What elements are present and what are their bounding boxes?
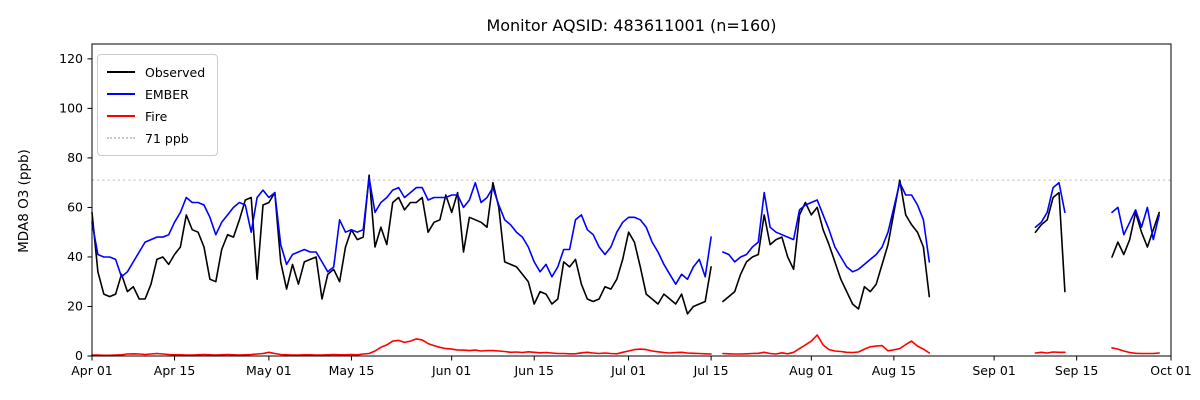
series-line-ember <box>1034 181 1066 228</box>
x-tick-label: Sep 15 <box>1055 363 1098 378</box>
x-tick-label: Aug 15 <box>872 363 916 378</box>
series-line-fire <box>91 338 712 357</box>
y-axis-label: MDA8 O3 (ppb) <box>16 149 32 253</box>
legend: Observed EMBER Fire 71 ppb <box>97 54 219 156</box>
y-tick-label: 20 <box>67 299 83 314</box>
y-tick-label: 40 <box>67 249 83 264</box>
legend-label-ember: EMBER <box>145 86 189 102</box>
legend-label-observed: Observed <box>145 64 206 80</box>
series-line-fire <box>1111 346 1160 355</box>
legend-item-threshold: 71 ppb <box>107 127 205 149</box>
series-line-observed <box>1034 191 1066 293</box>
legend-swatch-fire-line <box>107 115 135 117</box>
legend-swatch-observed-line <box>107 71 135 73</box>
series-line-ember <box>91 176 712 286</box>
x-tick-label: Apr 15 <box>154 363 196 378</box>
x-tick-label: Jun 15 <box>514 363 554 378</box>
y-tick-label: 120 <box>59 51 83 66</box>
series-line-ember <box>1111 206 1160 241</box>
x-tick-label: May 01 <box>246 363 292 378</box>
y-tick-label: 80 <box>67 150 83 165</box>
legend-label-fire: Fire <box>145 108 168 124</box>
legend-item-ember: EMBER <box>107 83 205 105</box>
axes-box <box>91 43 1172 357</box>
series-line-observed <box>1111 211 1160 258</box>
series-line-ember <box>722 181 931 273</box>
legend-label-threshold: 71 ppb <box>145 130 189 146</box>
y-tick-label: 60 <box>67 200 83 215</box>
x-tick-label: Jul 01 <box>610 363 646 378</box>
x-tick-label: Oct 01 <box>1150 363 1192 378</box>
series-line-observed <box>91 174 712 315</box>
x-tick-label: Jun 01 <box>431 363 471 378</box>
x-tick-label: Aug 01 <box>789 363 833 378</box>
y-tick-label: 100 <box>59 101 83 116</box>
x-tick-label: Sep 01 <box>972 363 1015 378</box>
x-tick-label: Apr 01 <box>71 363 113 378</box>
x-tick-label: Jul 15 <box>693 363 729 378</box>
series-line-observed <box>722 179 931 310</box>
series-line-fire <box>722 334 931 355</box>
series-line-fire <box>1034 351 1066 354</box>
y-tick-label: 0 <box>75 348 83 363</box>
x-tick-label: May 15 <box>329 363 375 378</box>
legend-swatch-ember-line <box>107 93 135 95</box>
legend-item-fire: Fire <box>107 105 205 127</box>
legend-item-observed: Observed <box>107 61 205 83</box>
chart-title: Monitor AQSID: 483611001 (n=160) <box>486 16 777 35</box>
legend-swatch-threshold-dotted-line <box>107 137 135 139</box>
